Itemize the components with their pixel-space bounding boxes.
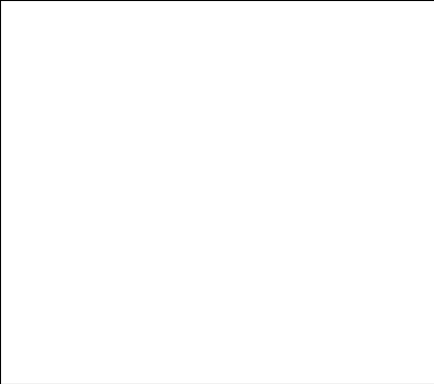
Text: 24 h: 24 h: [332, 321, 356, 331]
Bar: [250, 273, 281, 291]
Point: [325, 74, 332, 81]
Point: [73, 72, 80, 78]
Bar: [319, 104, 338, 273]
Bar: [124, 273, 155, 291]
Point: [136, 89, 143, 95]
Text: GSM103287: GSM103287: [324, 236, 333, 282]
Text: GDS2078 / 998: GDS2078 / 998: [61, 20, 166, 33]
Bar: [64, 364, 75, 371]
Point: [262, 105, 269, 111]
Bar: [155, 273, 187, 291]
Bar: [124, 310, 250, 342]
Bar: [130, 217, 149, 273]
Bar: [250, 291, 375, 310]
Text: GSM103289: GSM103289: [135, 236, 144, 282]
Bar: [99, 163, 117, 273]
Bar: [224, 271, 243, 273]
Text: 2 h: 2 h: [83, 321, 101, 331]
Text: GSM103288: GSM103288: [355, 236, 364, 282]
Text: estradiol: estradiol: [121, 296, 158, 305]
Bar: [287, 195, 306, 273]
Bar: [61, 291, 218, 310]
Text: GSM103112: GSM103112: [72, 236, 81, 282]
Text: 2 h: 2 h: [272, 321, 290, 331]
Text: time: time: [34, 321, 58, 331]
Bar: [61, 273, 92, 291]
Bar: [312, 273, 344, 291]
Text: 19-nortestostero
ne: 19-nortestostero ne: [199, 291, 269, 311]
Point: [199, 51, 206, 57]
Text: estren: estren: [299, 296, 326, 305]
Bar: [250, 310, 312, 342]
Bar: [218, 291, 250, 310]
Text: GSM103325: GSM103325: [198, 236, 207, 282]
Bar: [161, 166, 181, 273]
Text: GSM103326: GSM103326: [229, 236, 238, 282]
Bar: [187, 273, 218, 291]
Bar: [64, 347, 75, 354]
Bar: [350, 46, 369, 273]
Point: [356, 46, 363, 52]
Text: log10 ratio: log10 ratio: [80, 346, 136, 356]
Bar: [61, 310, 124, 342]
Bar: [92, 273, 124, 291]
Text: 24 h: 24 h: [174, 321, 199, 331]
Text: GSM103114: GSM103114: [292, 236, 301, 282]
Point: [105, 79, 112, 85]
Point: [230, 141, 237, 147]
Text: GSM103327: GSM103327: [103, 236, 112, 282]
Bar: [218, 273, 250, 291]
Bar: [312, 310, 375, 342]
Point: [293, 113, 300, 119]
Point: [168, 79, 174, 85]
Bar: [256, 237, 275, 273]
Text: GSM103290: GSM103290: [166, 236, 175, 282]
Text: percentile rank within the sample: percentile rank within the sample: [80, 363, 255, 373]
Text: agent: agent: [27, 296, 58, 306]
Bar: [281, 273, 312, 291]
Bar: [67, 198, 86, 273]
Text: GSM103113: GSM103113: [261, 236, 270, 282]
Bar: [193, 190, 212, 273]
Bar: [344, 273, 375, 291]
